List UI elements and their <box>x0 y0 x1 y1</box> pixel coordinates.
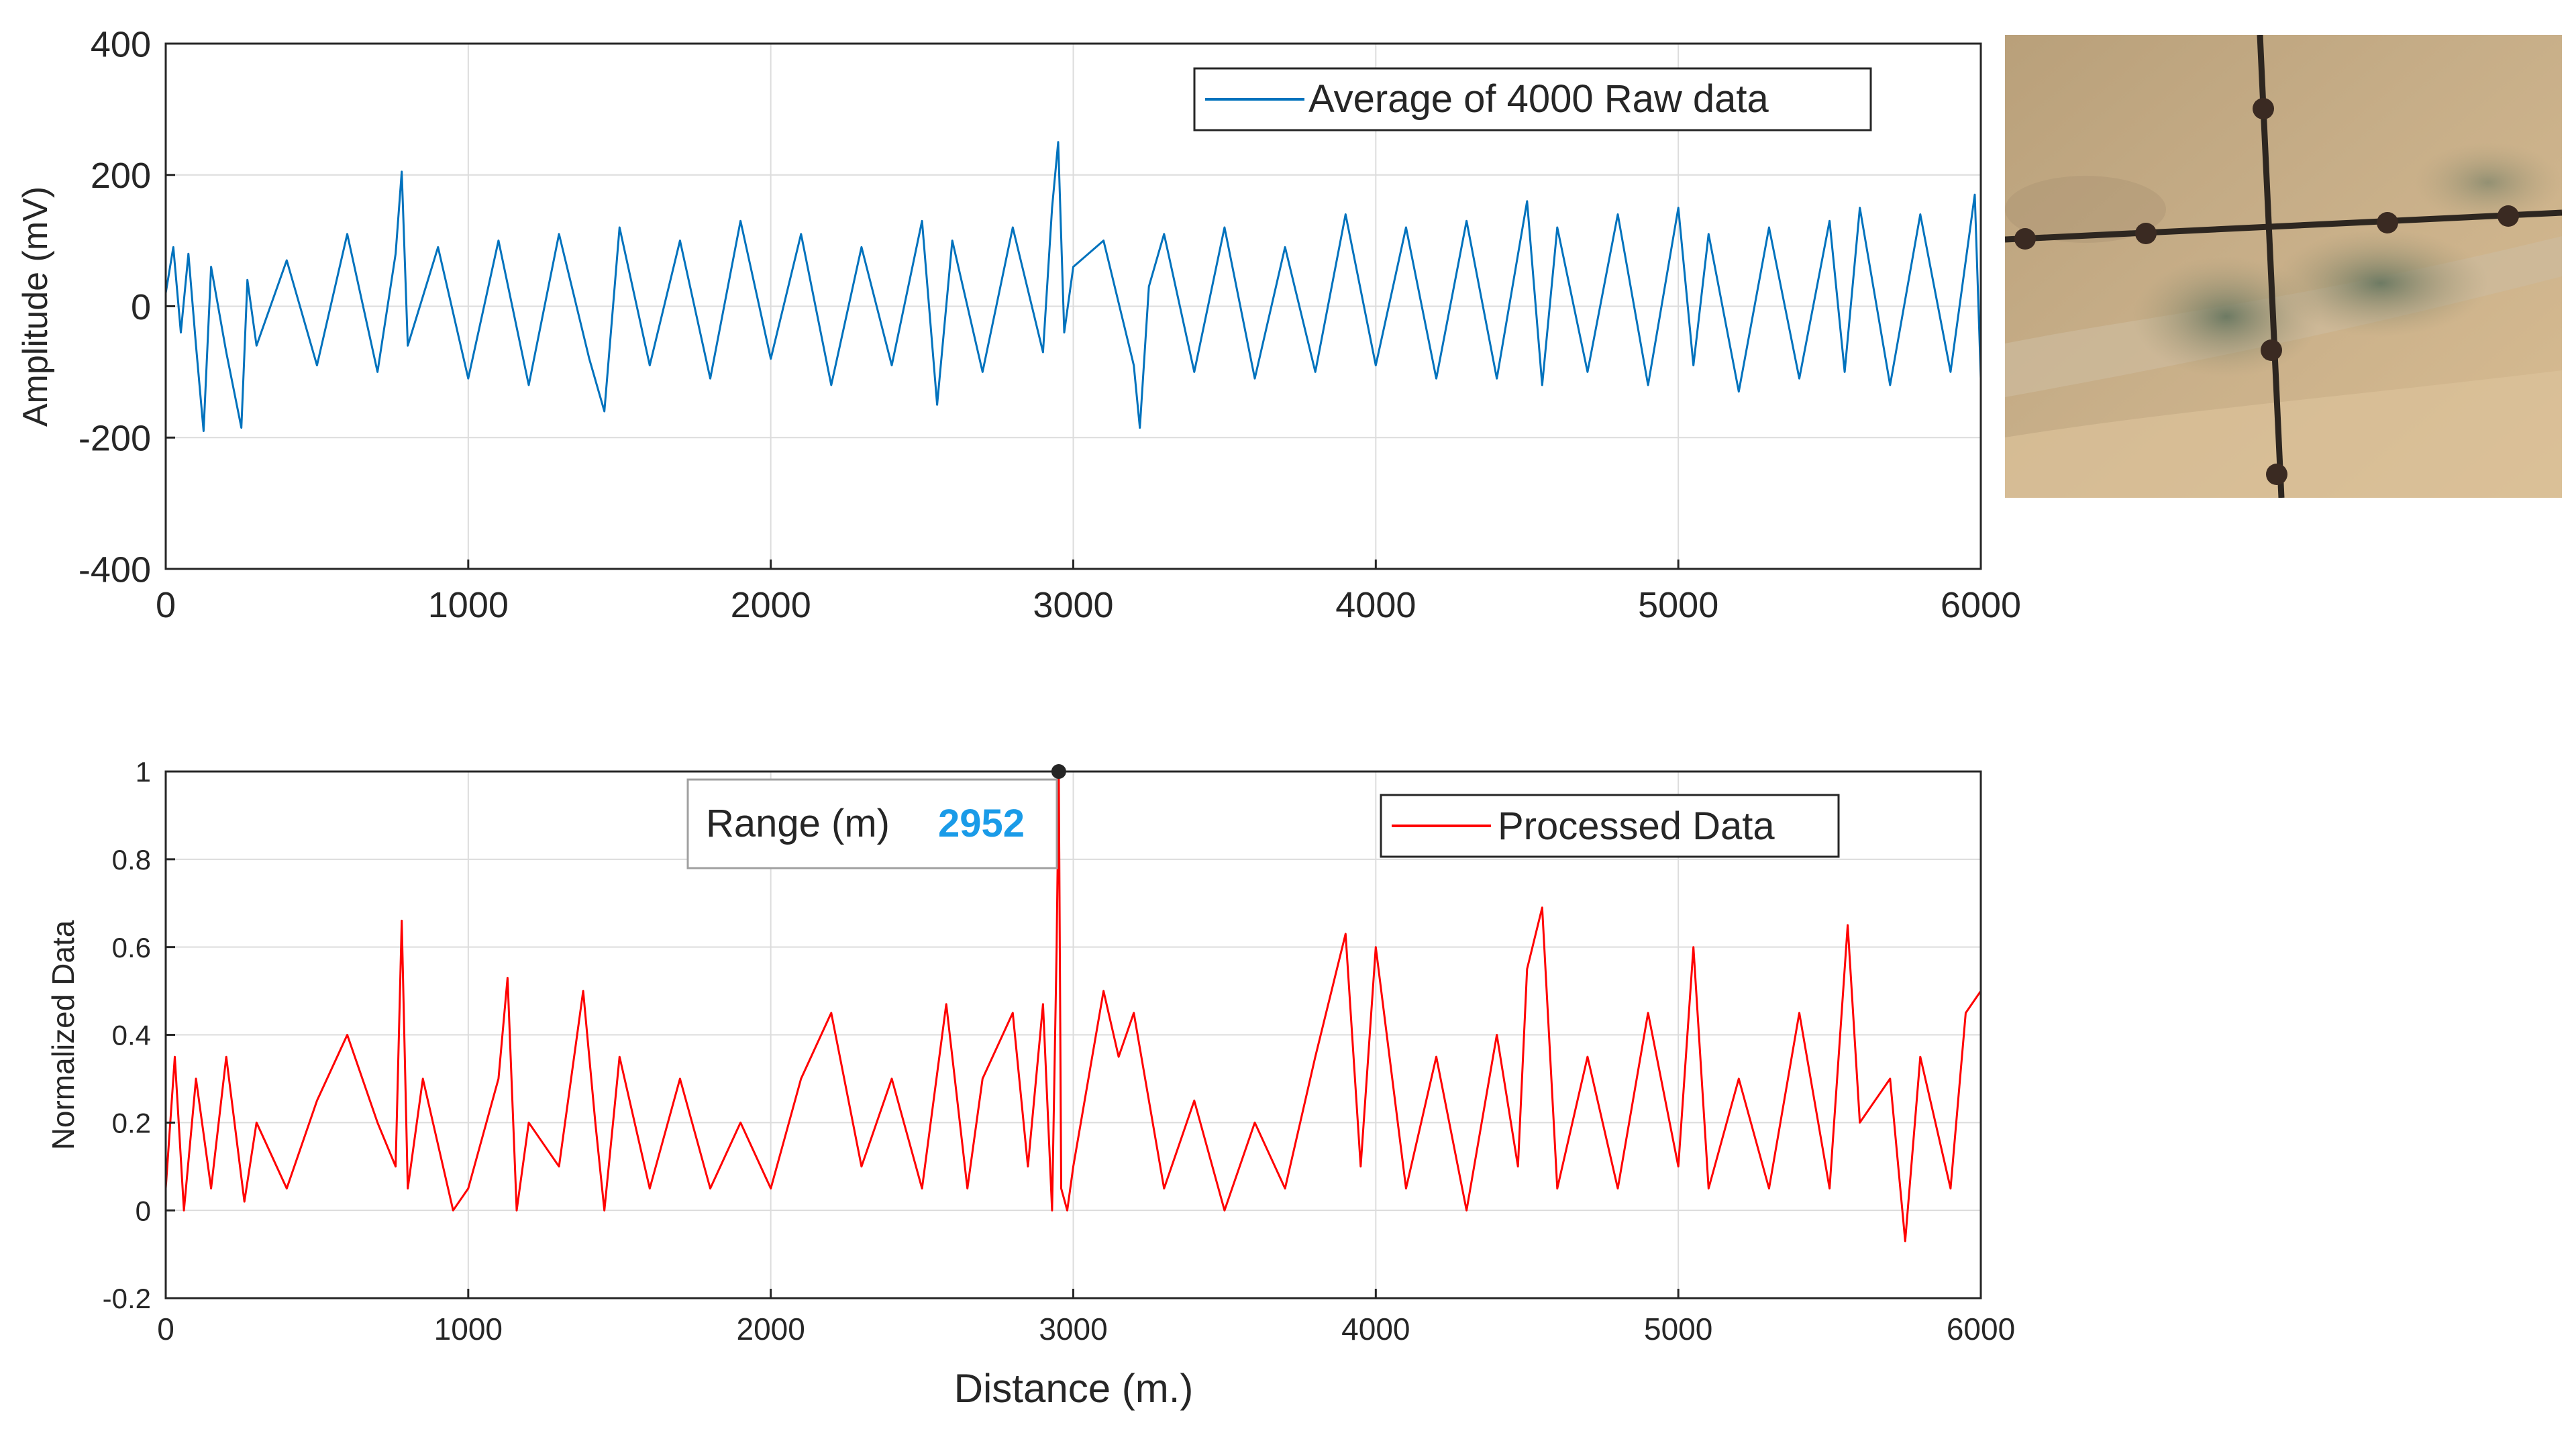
x-tick-label: 0 <box>156 585 176 625</box>
y-tick-label: 1 <box>136 756 151 788</box>
x-tick-labels: 0 1000 2000 3000 4000 5000 6000 <box>156 560 2021 625</box>
y-tick-label: 0.8 <box>112 844 151 875</box>
legend-entry-label: Processed Data <box>1498 804 1775 848</box>
x-tick-label: 1000 <box>434 1312 503 1346</box>
x-tick-label: 5000 <box>1644 1312 1712 1346</box>
datatip[interactable]: Range (m) 2952 <box>686 764 1066 869</box>
x-tick-label: 2000 <box>731 585 811 625</box>
processed-data-chart: 0 1000 2000 3000 4000 5000 6000 -0.200.20.40.6… <box>46 756 2015 1411</box>
x-tick-label: 2000 <box>736 1312 805 1346</box>
y-tick-labels: -0.2 0 0.2 0.4 0.6 0.8 1 <box>103 756 175 1314</box>
x-tick-label: 0 <box>157 1312 174 1346</box>
y-tick-label: -0.2 <box>103 1283 151 1314</box>
x-tick-label: 1000 <box>428 585 509 625</box>
datatip-label: Range (m) <box>706 802 890 845</box>
series-line-processed-data <box>164 770 1982 1242</box>
datatip-value: 2952 <box>938 802 1025 845</box>
datatip-box <box>686 778 1058 869</box>
y-tick-label: -400 <box>79 549 151 590</box>
y-tick-label: -200 <box>79 419 151 459</box>
y-axis-label: Normalized Data <box>46 920 81 1150</box>
raw-amplitude-chart: 0 1000 2000 3000 4000 5000 6000 -400 -200 0 200 40… <box>16 24 2021 625</box>
series-line-average-of-4000-raw-data <box>164 141 1982 432</box>
y-tick-label: 0.4 <box>112 1020 151 1051</box>
x-axis-label: Distance (m.) <box>954 1366 1194 1411</box>
x-tick-label: 4000 <box>1341 1312 1410 1346</box>
x-tick-labels: 0 1000 2000 3000 4000 5000 6000 <box>157 1289 2015 1346</box>
y-tick-label: 400 <box>91 24 151 64</box>
legend: Processed Data <box>1380 794 1840 858</box>
y-tick-label: 0.6 <box>112 932 151 963</box>
series-layer <box>164 141 1982 432</box>
y-tick-label: 200 <box>91 156 151 196</box>
x-tick-label: 6000 <box>1941 585 2021 625</box>
legend-entry-label: Average of 4000 Raw data <box>1308 77 1769 121</box>
y-tick-label: 0.2 <box>112 1107 151 1138</box>
x-tick-label: 3000 <box>1039 1312 1107 1346</box>
legend-box <box>1193 67 1872 131</box>
datatip-marker[interactable] <box>1051 764 1066 779</box>
camera-view-image <box>2005 35 2562 498</box>
x-tick-label: 6000 <box>1947 1312 2015 1346</box>
y-axis-label: Amplitude (mV) <box>16 187 55 427</box>
series-layer <box>164 770 1982 1242</box>
x-tick-label: 3000 <box>1033 585 1113 625</box>
x-tick-label: 5000 <box>1638 585 1718 625</box>
legend: Average of 4000 Raw data <box>1193 67 1872 131</box>
crosshair-reticle-icon <box>2005 35 2562 498</box>
y-tick-label: 0 <box>131 287 151 327</box>
y-tick-labels: -400 -200 0 200 400 <box>79 24 175 590</box>
x-tick-label: 4000 <box>1335 585 1416 625</box>
y-tick-label: 0 <box>136 1195 151 1226</box>
